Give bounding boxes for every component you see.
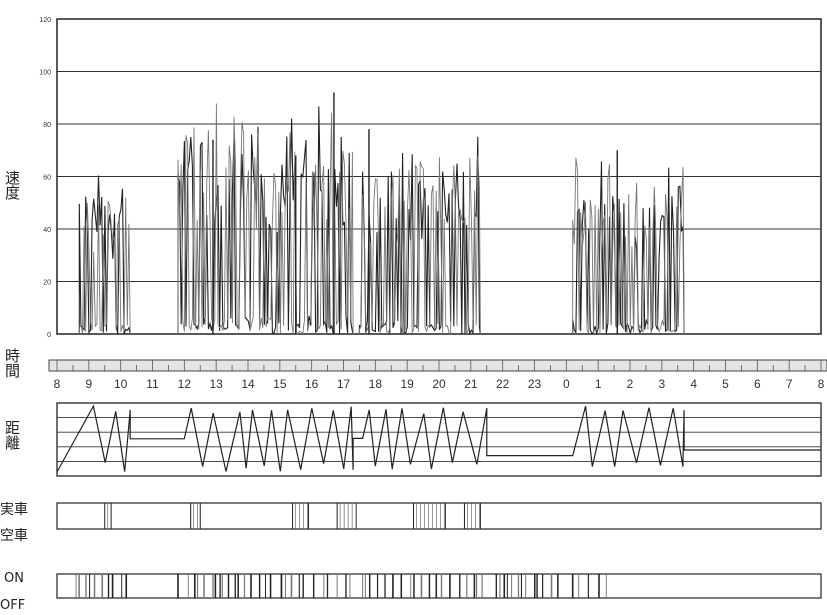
hour-label: 16 <box>305 377 319 391</box>
time-label: 時間 <box>3 348 21 379</box>
speed-tick-label: 120 <box>39 17 51 24</box>
distance-series <box>56 402 822 477</box>
speed-label-char-1: 速度 <box>3 170 21 200</box>
hour-label: 8 <box>818 377 825 391</box>
hour-label: 6 <box>754 377 761 391</box>
hour-label: 20 <box>432 377 446 391</box>
off-label: OFF <box>0 598 25 613</box>
hour-label: 13 <box>209 377 223 391</box>
loaded-pulse <box>413 502 446 530</box>
hour-label: 11 <box>146 377 159 391</box>
speed-grid <box>56 18 822 335</box>
empty-label: 空車 <box>0 527 28 544</box>
loaded-pulse <box>292 502 309 530</box>
speed-line <box>78 197 131 335</box>
on-off-series <box>56 573 822 599</box>
speed-tick-label: 100 <box>39 70 51 77</box>
hour-label: 14 <box>241 377 255 391</box>
loaded-empty-series <box>56 502 822 530</box>
speed-line <box>572 161 685 335</box>
hour-label: 5 <box>722 377 729 391</box>
hour-label: 2 <box>627 377 634 391</box>
hour-label: 17 <box>337 377 351 391</box>
distance-frame <box>56 402 822 477</box>
hour-label: 21 <box>464 377 478 391</box>
hour-label: 10 <box>114 377 128 391</box>
hour-label: 7 <box>786 377 793 391</box>
time-axis: 8 9 10 11 12 13 14 15 16 17 18 19 20 21 22 23 0 1 2 3 4 5 6 7 8 <box>48 359 827 391</box>
loaded-pulse <box>190 502 201 530</box>
loaded-frame <box>56 502 822 530</box>
speed-tick-label: 0 <box>47 332 51 339</box>
hour-label: 1 <box>595 377 602 391</box>
speed-series <box>78 92 685 335</box>
loaded-label: 実車 <box>0 501 28 518</box>
hour-label: 3 <box>658 377 665 391</box>
speed-line <box>572 157 685 335</box>
hour-label: 19 <box>400 377 414 391</box>
speed-tick-label: 80 <box>43 122 51 129</box>
on-label: ON <box>4 571 24 586</box>
hour-label: 18 <box>369 377 383 391</box>
speed-y-ticks: 0 20 40 60 80 100 120 <box>39 17 51 339</box>
hour-label: 9 <box>85 377 92 391</box>
loaded-pulse <box>463 502 481 530</box>
hour-label: 12 <box>178 377 192 391</box>
speed-line <box>177 103 354 335</box>
hour-label: 4 <box>690 377 697 391</box>
speed-tick-label: 60 <box>43 175 51 182</box>
speed-line <box>358 155 481 335</box>
hour-label: 22 <box>496 377 510 391</box>
hour-label: 23 <box>528 377 542 391</box>
hour-label: 0 <box>563 377 570 391</box>
speed-tick-label: 40 <box>43 227 51 234</box>
time-strip <box>48 359 827 372</box>
hour-label: 8 <box>54 377 61 391</box>
hour-label: 15 <box>273 377 287 391</box>
distance-line <box>56 404 821 473</box>
speed-line <box>358 136 481 335</box>
speed-tick-label: 20 <box>43 280 51 287</box>
onoff-frame <box>56 573 822 599</box>
distance-label: 距離 <box>3 420 21 450</box>
